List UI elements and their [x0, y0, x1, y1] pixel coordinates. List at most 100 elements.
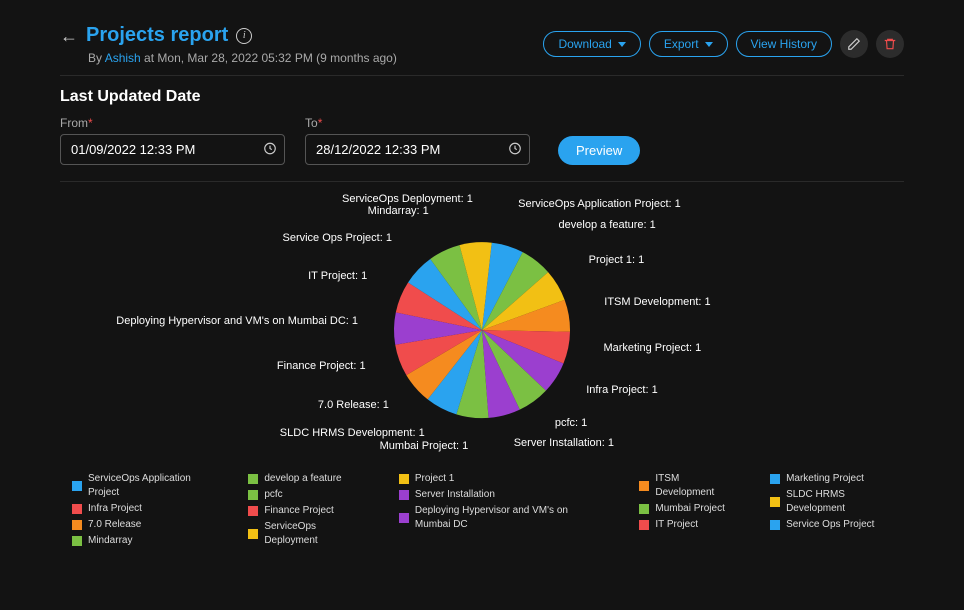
legend-label: Service Ops Project — [786, 518, 874, 532]
from-label-text: From — [60, 116, 88, 130]
clock-icon[interactable] — [263, 141, 277, 158]
pie-slice-label: Service Ops Project: 1 — [283, 232, 392, 244]
pie-chart — [392, 240, 572, 423]
delete-button[interactable] — [876, 30, 904, 58]
legend-swatch — [399, 513, 409, 523]
pie-slice-label: Deploying Hypervisor and VM's on Mumbai … — [116, 315, 358, 327]
pie-slice-label: Marketing Project: 1 — [603, 342, 701, 354]
chevron-down-icon — [705, 42, 713, 47]
preview-button[interactable]: Preview — [558, 136, 640, 165]
to-label-text: To — [305, 116, 318, 130]
export-label: Export — [664, 37, 699, 51]
legend-item[interactable]: pcfc — [248, 488, 359, 502]
legend-item[interactable]: Server Installation — [399, 488, 600, 502]
from-field: From* — [60, 116, 285, 165]
pie-slice-label: SLDC HRMS Development: 1 — [280, 427, 425, 439]
legend-label: Server Installation — [415, 488, 495, 502]
legend-column: Marketing Project SLDC HRMS Development Se… — [770, 472, 892, 548]
download-label: Download — [558, 37, 611, 51]
trash-icon — [883, 37, 897, 51]
legend-item[interactable]: develop a feature — [248, 472, 359, 486]
legend-label: SLDC HRMS Development — [786, 488, 892, 516]
export-button[interactable]: Export — [649, 31, 728, 57]
legend-column: ITSM Development Mumbai Project IT Project — [639, 472, 730, 548]
legend-swatch — [399, 474, 409, 484]
edit-button[interactable] — [840, 30, 868, 58]
clock-icon[interactable] — [508, 141, 522, 158]
pencil-icon — [847, 37, 861, 51]
pie-slice-label: ITSM Development: 1 — [604, 296, 710, 308]
legend-swatch — [248, 474, 258, 484]
legend-column: ServiceOps Application Project Infra Proj… — [72, 472, 208, 548]
legend-swatch — [72, 520, 82, 530]
legend-item[interactable]: IT Project — [639, 518, 730, 532]
legend-item[interactable]: 7.0 Release — [72, 518, 208, 532]
to-field: To* — [305, 116, 530, 165]
legend-item[interactable]: Finance Project — [248, 504, 359, 518]
byline-author: Ashish — [105, 51, 141, 65]
view-history-label: View History — [751, 37, 817, 51]
legend-label: Infra Project — [88, 502, 142, 516]
legend-item[interactable]: SLDC HRMS Development — [770, 488, 892, 516]
byline-prefix: By — [88, 51, 105, 65]
legend-label: 7.0 Release — [88, 518, 141, 532]
pie-slice-label: ServiceOps Deployment: 1 — [342, 193, 473, 205]
filter-row: From* To* Preview — [60, 116, 904, 182]
legend-item[interactable]: Mindarray — [72, 534, 208, 548]
pie-slice-label: ServiceOps Application Project: 1 — [518, 198, 681, 210]
legend-label: Project 1 — [415, 472, 454, 486]
view-history-button[interactable]: View History — [736, 31, 832, 57]
to-input[interactable] — [305, 134, 530, 165]
byline-suffix: at Mon, Mar 28, 2022 05:32 PM (9 months … — [141, 51, 397, 65]
filter-section-title: Last Updated Date — [60, 88, 904, 106]
chevron-down-icon — [618, 42, 626, 47]
legend-label: Mumbai Project — [655, 502, 724, 516]
pie-slice-label: Mindarray: 1 — [368, 205, 429, 217]
back-arrow-icon[interactable]: ← — [60, 27, 78, 45]
pie-slice-label: Mumbai Project: 1 — [380, 440, 469, 452]
info-icon[interactable]: i — [236, 28, 252, 44]
required-indicator: * — [318, 116, 323, 130]
legend-item[interactable]: Marketing Project — [770, 472, 892, 486]
legend-swatch — [770, 474, 780, 484]
download-button[interactable]: Download — [543, 31, 640, 57]
pie-slice-label: pcfc: 1 — [555, 417, 587, 429]
page-title: Projects report — [86, 24, 228, 47]
header-actions: Download Export View History — [543, 30, 904, 58]
to-label: To* — [305, 116, 530, 130]
legend-item[interactable]: ServiceOps Deployment — [248, 520, 359, 548]
legend-column: develop a feature pcfc Finance Project Serv… — [248, 472, 359, 548]
pie-slice-label: Infra Project: 1 — [586, 384, 658, 396]
legend-swatch — [639, 504, 649, 514]
legend-label: IT Project — [655, 518, 698, 532]
pie-slice-label: 7.0 Release: 1 — [318, 399, 389, 411]
legend-swatch — [770, 520, 780, 530]
legend-swatch — [72, 536, 82, 546]
legend-label: Deploying Hypervisor and VM's on Mumbai … — [415, 504, 600, 532]
legend-item[interactable]: Infra Project — [72, 502, 208, 516]
pie-slice-label: Finance Project: 1 — [277, 360, 366, 372]
legend-item[interactable]: ServiceOps Application Project — [72, 472, 208, 500]
legend-swatch — [639, 481, 649, 491]
from-input[interactable] — [60, 134, 285, 165]
legend-item[interactable]: Mumbai Project — [639, 502, 730, 516]
pie-slice-label: Project 1: 1 — [589, 254, 645, 266]
legend-swatch — [248, 529, 258, 539]
legend-swatch — [639, 520, 649, 530]
legend-item[interactable]: Deploying Hypervisor and VM's on Mumbai … — [399, 504, 600, 532]
legend-item[interactable]: Project 1 — [399, 472, 600, 486]
legend-label: ServiceOps Application Project — [88, 472, 208, 500]
legend-label: pcfc — [264, 488, 282, 502]
legend-swatch — [248, 490, 258, 500]
page-header: ← Projects report i By Ashish at Mon, Ma… — [60, 24, 904, 76]
legend-label: ITSM Development — [655, 472, 730, 500]
pie-slice-label: IT Project: 1 — [308, 270, 367, 282]
legend-label: develop a feature — [264, 472, 341, 486]
legend-swatch — [72, 504, 82, 514]
legend-column: Project 1 Server Installation Deploying Hy… — [399, 472, 600, 548]
legend: ServiceOps Application Project Infra Proj… — [60, 472, 904, 548]
legend-item[interactable]: ITSM Development — [639, 472, 730, 500]
legend-item[interactable]: Service Ops Project — [770, 518, 892, 532]
required-indicator: * — [88, 116, 93, 130]
byline: By Ashish at Mon, Mar 28, 2022 05:32 PM … — [88, 51, 397, 65]
